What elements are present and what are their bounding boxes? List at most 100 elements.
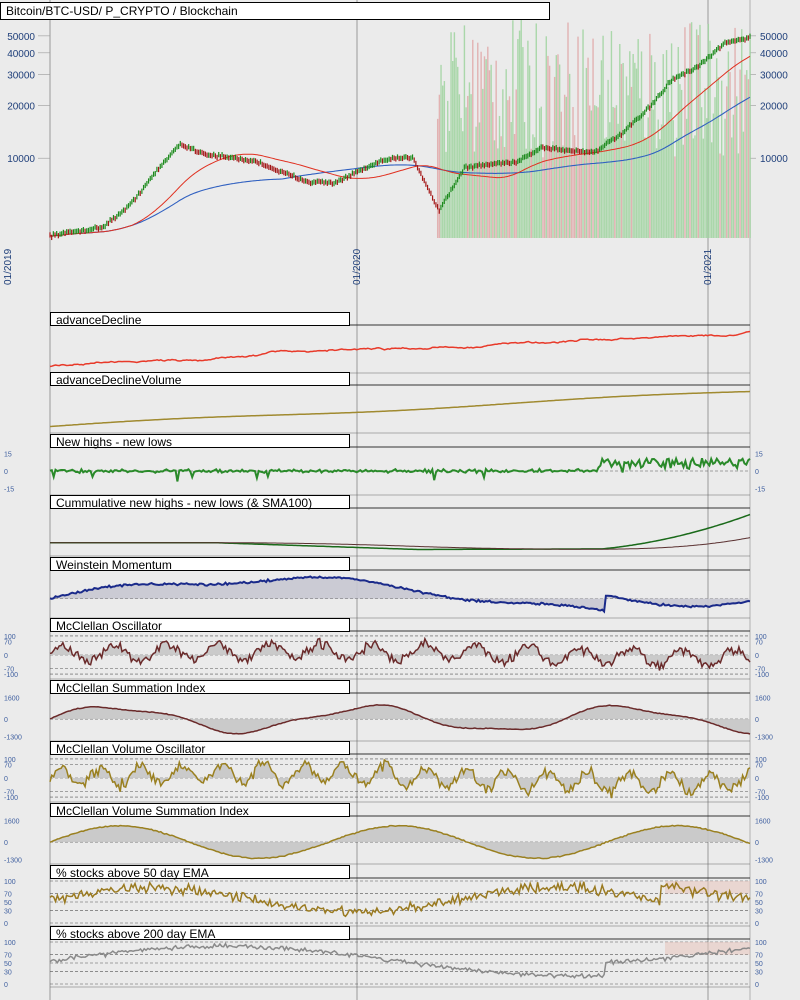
volume-bar <box>542 157 544 238</box>
panel-tick-left: 70 <box>4 763 12 770</box>
volume-bar <box>677 46 679 239</box>
panel-tick-right: 0 <box>755 921 759 928</box>
volume-bar <box>512 20 514 239</box>
panel-fill-area <box>50 576 750 612</box>
volume-bar <box>705 118 708 238</box>
panel-tick-left: 50 <box>4 900 12 907</box>
panel-tick-left: 70 <box>4 640 12 647</box>
volume-bar <box>690 22 693 239</box>
panel-tick-left: -1300 <box>4 858 22 865</box>
date-label: 01/2020 <box>352 248 363 285</box>
price-tick-left: 30000 <box>7 71 35 82</box>
volume-bar <box>736 96 738 238</box>
price-tick-left: 40000 <box>7 49 35 60</box>
date-label: 01/2021 <box>703 248 714 285</box>
panel-tick-right: -1300 <box>755 735 773 742</box>
volume-bar <box>734 27 736 238</box>
panel-tick-right: 30 <box>755 908 763 915</box>
panel-series-line <box>49 824 751 860</box>
panel-tick-right: 100 <box>755 757 767 764</box>
price-tick-right: 40000 <box>760 49 788 60</box>
volume-bar <box>625 76 628 239</box>
volume-bar <box>582 29 584 238</box>
panel-tick-left: 30 <box>4 908 12 915</box>
volume-bar <box>607 79 609 238</box>
panel-tick-right: 70 <box>755 640 763 647</box>
volume-bar <box>652 109 654 238</box>
panel-series-line <box>49 704 751 735</box>
volume-bar <box>483 56 486 238</box>
volume-bar <box>562 145 564 238</box>
panel-tick-right: 0 <box>755 982 759 989</box>
volume-bar <box>692 138 694 238</box>
volume-bar <box>709 40 711 238</box>
panel-series-line <box>49 941 751 979</box>
volume-bar <box>453 32 456 238</box>
volume-bar <box>632 54 634 238</box>
price-tick-right: 30000 <box>760 71 788 82</box>
sma-long-line <box>49 96 751 238</box>
volume-bar <box>674 156 676 238</box>
volume-bar <box>597 107 599 239</box>
volume-bar <box>724 118 726 238</box>
panel-title-advanceDeclineVolume: advanceDeclineVolume <box>50 372 350 386</box>
volume-bar <box>602 35 604 238</box>
volume-bar <box>545 36 547 239</box>
volume-bar <box>590 110 593 238</box>
panel-tick-right: 70 <box>755 763 763 770</box>
price-series <box>49 33 751 241</box>
panel-tick-right: -70 <box>755 789 765 796</box>
volume-bar <box>573 135 576 238</box>
overbought-zone <box>665 942 750 955</box>
volume-bar <box>540 106 542 238</box>
volume-bar <box>662 54 664 239</box>
volume-bar <box>664 125 666 238</box>
volume-bar <box>732 114 735 238</box>
volume-bar <box>532 134 534 238</box>
volume-bar <box>535 23 537 238</box>
volume-bar <box>649 33 651 238</box>
volume-bar <box>525 148 527 238</box>
panel-title-pct200: % stocks above 200 day EMA <box>50 926 350 940</box>
volume-bar <box>452 61 454 238</box>
panel-tick-left: 0 <box>4 982 8 989</box>
panel-tick-left: -100 <box>4 795 18 802</box>
panel-pct50 <box>49 877 751 927</box>
panel-series-line <box>49 390 751 428</box>
volume-bar <box>442 85 444 239</box>
panel-mcclellanVolSum <box>49 815 751 865</box>
indicator-panels <box>49 324 751 988</box>
panel-tick-left: 1600 <box>4 818 20 825</box>
volume-bar <box>637 39 639 238</box>
volume-bar <box>682 144 684 238</box>
date-label: 01/2019 <box>3 248 14 285</box>
panel-title-mcclellanOsc: McClellan Oscillator <box>50 618 350 632</box>
panel-series-line <box>49 455 751 482</box>
panel-title-newHighsLows: New highs - new lows <box>50 434 350 448</box>
volume-bar <box>463 25 466 238</box>
volume-bar <box>645 138 648 238</box>
volume-bar <box>523 122 526 238</box>
volume-bar <box>679 84 681 238</box>
volume-bar <box>570 151 573 238</box>
volume-bar <box>731 137 733 238</box>
volume-bar <box>610 31 613 239</box>
panel-tick-left: 50 <box>4 961 12 968</box>
volume-bar <box>650 55 653 238</box>
volume-bar <box>575 149 578 238</box>
volume-bar <box>592 38 594 239</box>
panel-tick-left: -15 <box>4 487 14 494</box>
panel-tick-right: 70 <box>755 953 763 960</box>
panel-tick-right: 100 <box>755 879 767 886</box>
volume-bar <box>680 89 683 238</box>
panel-advanceDeclineVolume <box>49 384 751 434</box>
panel-tick-left: 100 <box>4 757 16 764</box>
volume-bar <box>654 62 656 238</box>
volume-bar <box>694 135 696 238</box>
volume-bar <box>744 74 746 239</box>
volume-bar <box>498 115 501 238</box>
price-tick-left: 10000 <box>7 154 35 165</box>
volume-bar <box>472 39 474 238</box>
volume-bar <box>450 32 452 238</box>
volume-bar <box>589 105 591 238</box>
